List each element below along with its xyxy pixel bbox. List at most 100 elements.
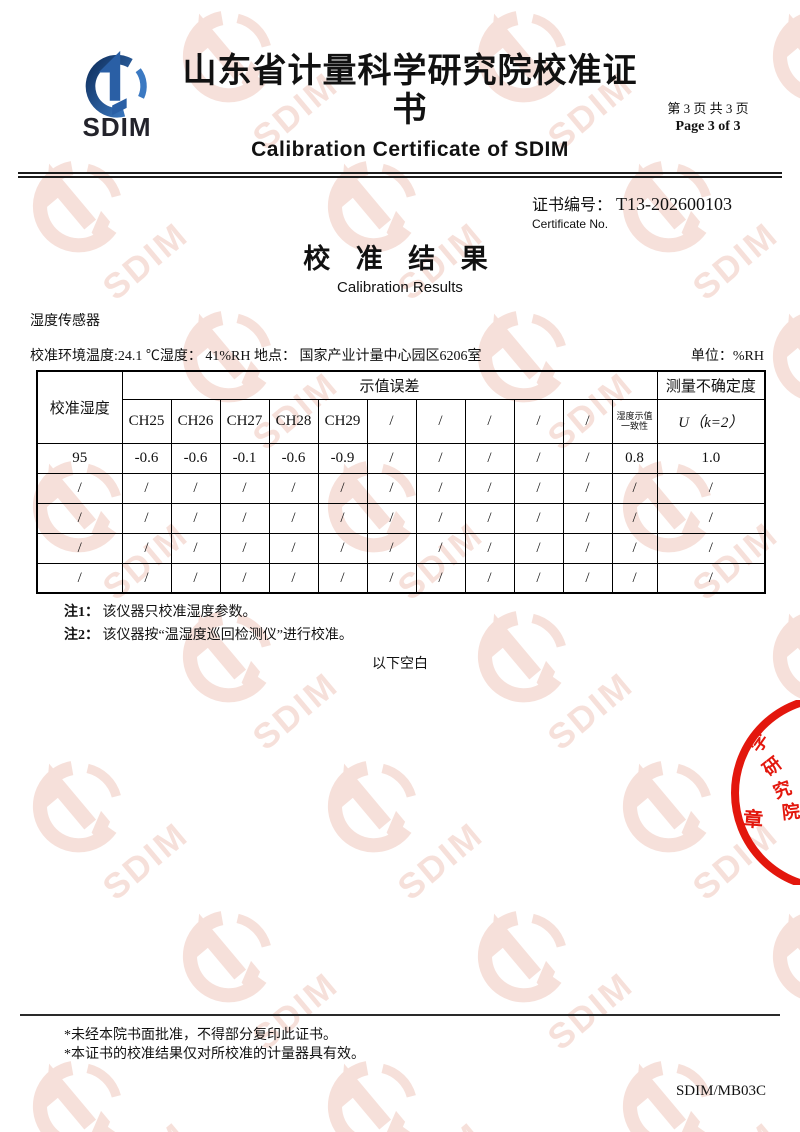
table-cell: / <box>611 532 658 564</box>
footer-note-1: *未经本院书面批准，不得部分复印此证书。 <box>64 1028 337 1043</box>
page-title-zh: 山东省计量科学研究院校准证书 <box>182 53 638 130</box>
seal-char: 章 <box>742 807 764 832</box>
page-number-block: 第 3 页 共 3 页 Page 3 of 3 <box>642 46 774 162</box>
footer-block: *未经本院书面批准，不得部分复印此证书。 *本证书的校准结果仅对所校准的计量器具… <box>20 1014 780 1065</box>
sdim-logo: SDIM <box>56 46 178 162</box>
official-seal-icon: 学 研 究 院 章 3 <box>731 700 800 885</box>
table-cell: / <box>317 502 368 534</box>
table-cell: / <box>611 562 658 594</box>
table-cell: / <box>366 532 417 564</box>
table-cell: / <box>562 472 613 504</box>
note-1-label: 注1： <box>64 605 99 621</box>
table-cell: / <box>317 472 368 504</box>
table-cell: / <box>513 472 564 504</box>
table-cell: / <box>317 562 368 594</box>
table-header-row-1: 校准湿度 示值误差 测量不确定度 <box>36 370 766 444</box>
table-cell: / <box>656 532 766 564</box>
sdim-logo-icon <box>85 50 147 118</box>
table-cell: / <box>656 472 766 504</box>
table-cell: / <box>268 562 319 594</box>
channel-header: / <box>513 398 564 444</box>
table-cell: -0.9 <box>317 442 368 474</box>
seal-char: 究 <box>770 777 794 803</box>
seal-char: 学 <box>745 729 773 756</box>
table-cell: / <box>219 532 270 564</box>
table-cell: / <box>170 502 221 534</box>
table-cell: / <box>121 472 172 504</box>
page-number-zh: 第 3 页 共 3 页 <box>667 101 749 116</box>
unit-label: 单位：%RH <box>690 349 764 365</box>
certificate-number-value: T13-202600103 <box>616 194 733 215</box>
table-cell: 1.0 <box>656 442 766 474</box>
channel-header: CH25 <box>121 398 172 444</box>
table-cell: / <box>656 562 766 594</box>
seal-char: 研 <box>759 753 785 780</box>
table-cell: / <box>415 502 466 534</box>
sdim-watermark <box>292 718 498 928</box>
table-cell: / <box>219 562 270 594</box>
note-2-text: 该仪器按“温湿度巡回检测仪”进行校准。 <box>99 628 353 644</box>
table-cell: 95 <box>36 442 123 474</box>
indication-error-header: 示值误差 <box>121 370 658 400</box>
environment-line: 校准环境温度:24.1 ℃湿度： 41%RH 地点： 国家产业计量中心园区620… <box>30 345 764 365</box>
table-cell: / <box>562 442 613 474</box>
table-row: 95 -0.6 -0.6 -0.1 -0.6 -0.9// / //0.8 1.0 <box>36 442 766 474</box>
channel-header: 湿度示值一致性 <box>611 398 658 444</box>
table-cell: / <box>219 472 270 504</box>
channel-header: / <box>464 398 515 444</box>
table-row: / / / / / / / / / / / / / <box>36 562 766 594</box>
table-cell: / <box>415 472 466 504</box>
channel-header: / <box>415 398 466 444</box>
table-cell: / <box>464 472 515 504</box>
results-title-en: Calibration Results <box>337 279 463 297</box>
table-cell: / <box>464 442 515 474</box>
notes-block: 注1： 该仪器只校准湿度参数。 注2： 该仪器按“温湿度巡回检测仪”进行校准。 <box>64 602 800 647</box>
results-table-body: 95 -0.6 -0.6 -0.1 -0.6 -0.9// / //0.8 1.0// / / / / /… <box>36 442 766 594</box>
table-cell: / <box>121 532 172 564</box>
table-cell: / <box>611 502 658 534</box>
table-cell: / <box>562 532 613 564</box>
table-cell: / <box>464 502 515 534</box>
page-number-en: Page 3 of 3 <box>675 118 741 134</box>
note-2: 注2： 该仪器按“温湿度巡回检测仪”进行校准。 <box>64 625 800 648</box>
note-1: 注1： 该仪器只校准湿度参数。 <box>64 602 800 625</box>
page-title-en: Calibration Certificate of SDIM <box>251 138 569 162</box>
header-titles: 山东省计量科学研究院校准证书 Calibration Certificate o… <box>178 46 642 162</box>
table-cell: / <box>513 442 564 474</box>
sdim-logo-text: SDIM <box>82 112 152 142</box>
table-cell: / <box>366 502 417 534</box>
end-blank-marker: 以下空白 <box>372 656 428 672</box>
table-row: / / / / / / / / / / / / / <box>36 532 766 564</box>
table-row: / / / / / / / / / / / / / <box>36 472 766 504</box>
certificate-number-label-en: Certificate No. <box>532 216 609 231</box>
table-cell: / <box>415 532 466 564</box>
table-cell: / <box>415 442 466 474</box>
table-cell: / <box>513 532 564 564</box>
table-cell: / <box>268 502 319 534</box>
table-cell: / <box>415 562 466 594</box>
table-cell: / <box>562 562 613 594</box>
table-cell: / <box>36 502 123 534</box>
table-cell: / <box>36 562 123 594</box>
humidity-column-header: 校准湿度 <box>36 370 123 444</box>
table-cell: / <box>464 532 515 564</box>
seal-char: 院 <box>781 800 800 823</box>
uncertainty-header: 测量不确定度 <box>656 370 766 400</box>
results-title-zh: 校 准 结 果 <box>303 244 497 275</box>
table-cell: / <box>121 502 172 534</box>
table-cell: / <box>562 502 613 534</box>
table-cell: / <box>611 472 658 504</box>
table-cell: / <box>464 562 515 594</box>
table-cell: / <box>36 472 123 504</box>
table-cell: / <box>513 502 564 534</box>
channel-header: CH28 <box>268 398 319 444</box>
channel-header: / <box>562 398 613 444</box>
table-cell: -0.6 <box>121 442 172 474</box>
certificate-number-label: 证书编号： <box>532 197 613 215</box>
page-header: SDIM 山东省计量科学研究院校准证书 Calibration Certific… <box>0 0 800 162</box>
table-cell: -0.6 <box>268 442 319 474</box>
channel-header: CH27 <box>219 398 270 444</box>
table-cell: / <box>366 472 417 504</box>
note-2-label: 注2： <box>64 628 99 644</box>
table-cell: 0.8 <box>611 442 658 474</box>
